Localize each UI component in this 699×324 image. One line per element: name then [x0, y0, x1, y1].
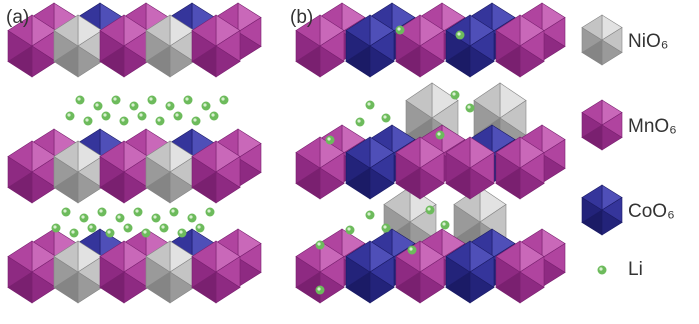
li-ion-highlight: [175, 113, 178, 116]
li-ion-highlight: [121, 118, 124, 121]
li-ion-highlight: [89, 225, 92, 228]
li-ion-highlight: [85, 118, 88, 121]
li-ion-highlight: [317, 242, 320, 245]
li-ion-highlight: [157, 118, 160, 121]
li-ion-highlight: [117, 215, 120, 218]
li-ion-highlight: [599, 267, 602, 270]
li-ion-highlight: [327, 137, 330, 140]
li-ion-highlight: [53, 225, 56, 228]
li-ion-highlight: [167, 103, 170, 106]
li-ion-highlight: [357, 119, 360, 122]
li-ion-highlight: [107, 230, 110, 233]
li-ion-highlight: [153, 215, 156, 218]
li-ion-highlight: [161, 225, 164, 228]
li-ion-highlight: [367, 102, 370, 105]
li-ion-highlight: [452, 92, 455, 95]
li-ion-highlight: [113, 97, 116, 100]
li-ion-highlight: [149, 97, 152, 100]
li-ion-highlight: [383, 225, 386, 228]
li-ion-highlight: [317, 287, 320, 290]
li-ion-highlight: [383, 115, 386, 118]
li-ion-highlight: [95, 103, 98, 106]
li-ion-highlight: [437, 132, 440, 135]
legend-label: MnO₆: [628, 116, 677, 137]
li-ion-highlight: [367, 212, 370, 215]
li-ion-highlight: [71, 230, 74, 233]
li-ion-highlight: [179, 230, 182, 233]
li-ion-highlight: [131, 103, 134, 106]
li-ion-highlight: [207, 209, 210, 212]
legend-label: CoO₆: [628, 201, 675, 222]
li-ion-highlight: [189, 215, 192, 218]
figure: (a) (b) NiO₆ MnO₆ CoO₆ Li: [0, 0, 699, 324]
li-ion-highlight: [125, 225, 128, 228]
li-ion-highlight: [143, 230, 146, 233]
li-ion-highlight: [409, 247, 412, 250]
legend-label: NiO₆: [628, 31, 668, 52]
li-ion-highlight: [135, 209, 138, 212]
li-ion-highlight: [197, 225, 200, 228]
li-ion-highlight: [185, 97, 188, 100]
li-ion-highlight: [467, 105, 470, 108]
li-ion-highlight: [81, 215, 84, 218]
li-ion-highlight: [99, 209, 102, 212]
panel-label: (a): [6, 7, 29, 28]
li-ion-highlight: [203, 103, 206, 106]
li-ion-highlight: [171, 209, 174, 212]
li-ion-highlight: [193, 118, 196, 121]
li-ion-highlight: [397, 27, 400, 30]
li-ion-highlight: [139, 113, 142, 116]
li-ion-highlight: [427, 207, 430, 210]
li-ion-highlight: [442, 222, 445, 225]
li-ion-highlight: [221, 97, 224, 100]
li-ion-highlight: [211, 113, 214, 116]
structures: [8, 3, 622, 303]
li-ion-highlight: [63, 209, 66, 212]
li-ion-highlight: [67, 113, 70, 116]
li-ion-highlight: [77, 97, 80, 100]
li-ion-highlight: [347, 227, 350, 230]
legend-label: Li: [628, 259, 643, 280]
panel-label: (b): [290, 7, 313, 28]
li-ion-highlight: [457, 32, 460, 35]
li-ion-highlight: [103, 113, 106, 116]
